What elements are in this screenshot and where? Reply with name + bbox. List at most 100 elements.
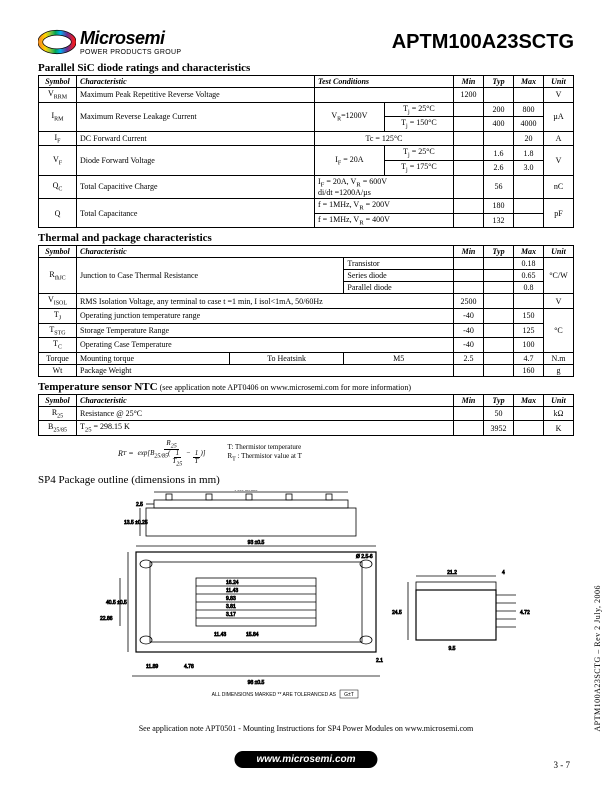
cell: 2.5 (454, 352, 484, 364)
row-tj: TJ Operating junction temperature range … (39, 308, 574, 323)
section-title-thermal: Thermal and package characteristics (38, 232, 574, 244)
row-torque: Torque Mounting torque To Heatsink M5 2.… (39, 352, 574, 364)
footer-url: www.microsemi.com (234, 751, 377, 768)
cell: Wt (39, 364, 77, 376)
cell: Resistance @ 25°C (77, 406, 454, 421)
th: Symbol (39, 394, 77, 406)
svg-text:3.81: 3.81 (226, 604, 236, 610)
cell: -40 (454, 338, 484, 353)
th-conditions: Test Conditions (314, 76, 453, 88)
th-characteristic: Characteristic (77, 76, 315, 88)
cell: Total Capacitance (77, 199, 315, 228)
cell: 800 (514, 102, 544, 117)
cell: IF = 20A (314, 146, 384, 175)
svg-text:24.5: 24.5 (392, 610, 402, 616)
th: Max (514, 246, 544, 258)
cell (454, 199, 484, 214)
svg-text:40.5 ±0.5: 40.5 ±0.5 (106, 600, 127, 606)
part-number: APTM100A23SCTG (392, 31, 574, 54)
svg-text:4: 4 (502, 570, 505, 576)
table-ntc: Symbol Characteristic Min Typ Max Unit R… (38, 394, 574, 436)
cell: 3.0 (514, 160, 544, 175)
row-b: B25/85 T25 = 298.15 K 3952 K (39, 421, 574, 436)
cell: 1.8 (514, 146, 544, 161)
row-vf-a: VF Diode Forward Voltage IF = 20A Tj = 2… (39, 146, 574, 161)
page-header: Microsemi POWER PRODUCTS GROUP APTM100A2… (38, 28, 574, 56)
cell: 125 (514, 323, 544, 338)
th: Typ (484, 246, 514, 258)
logo: Microsemi POWER PRODUCTS GROUP (38, 28, 181, 56)
svg-text:9.5: 9.5 (449, 646, 456, 652)
cell: Transistor (344, 258, 454, 270)
cell: Package Weight (77, 364, 454, 376)
th: Unit (544, 246, 574, 258)
section-title-ntc: Temperature sensor NTC (see application … (38, 381, 574, 393)
side-revision: APTM100A23SCTG – Rev 2 July, 2006 (593, 585, 602, 732)
cell (514, 213, 544, 228)
th: Unit (544, 394, 574, 406)
cell: 56 (484, 175, 514, 199)
section-title-diode: Parallel SiC diode ratings and character… (38, 62, 574, 74)
logo-tagline: POWER PRODUCTS GROUP (80, 49, 181, 56)
cell (314, 88, 453, 103)
formula-legend: T: Thermistor temperature RT : Thermisto… (228, 443, 302, 464)
cell (454, 117, 484, 132)
svg-text:11.43: 11.43 (226, 588, 238, 594)
row-if: IF DC Forward Current Tc = 125°C 20 A (39, 131, 574, 146)
cell (484, 131, 514, 146)
cell: Maximum Peak Repetitive Reverse Voltage (77, 88, 315, 103)
cell (454, 175, 484, 199)
table-header-row: Symbol Characteristic Min Typ Max Unit (39, 394, 574, 406)
th: Characteristic (77, 246, 454, 258)
cell (454, 131, 484, 146)
cell: Maximum Reverse Leakage Current (77, 102, 315, 131)
cell: Storage Temperature Range (77, 323, 454, 338)
cell: T25 = 298.15 K (77, 421, 454, 436)
cell: To Heatsink (229, 352, 344, 364)
cell: 2500 (454, 294, 484, 309)
cell: 160 (514, 364, 544, 376)
cell: Series diode (344, 270, 454, 282)
cell (454, 160, 484, 175)
th-typ: Typ (484, 76, 514, 88)
cell (484, 88, 514, 103)
svg-text:9.83: 9.83 (226, 596, 236, 602)
footnote: See application note APT0501 - Mounting … (38, 724, 574, 733)
cell: kΩ (544, 406, 574, 421)
cell: Tj = 25°C (384, 102, 453, 117)
cell: Diode Forward Voltage (77, 146, 315, 175)
table-thermal: Symbol Characteristic Min Typ Max Unit R… (38, 245, 574, 376)
th: Typ (484, 394, 514, 406)
cell: µA (544, 102, 574, 131)
cell: Parallel diode (344, 282, 454, 294)
svg-text:78.5 ±0.25: 78.5 ±0.25 (234, 490, 258, 492)
cell: V (544, 146, 574, 175)
cell (454, 213, 484, 228)
th-symbol: Symbol (39, 76, 77, 88)
cell: VR=1200V (314, 102, 384, 131)
row-qc: QC Total Capacitive Charge IF = 20A, VR … (39, 175, 574, 199)
page-number: 3 - 7 (554, 760, 571, 770)
cell: f = 1MHz, VR = 400V (314, 213, 453, 228)
svg-text:11.43: 11.43 (214, 632, 226, 638)
cell: pF (544, 199, 574, 228)
logo-name: Microsemi (80, 28, 181, 49)
package-drawing: 78.5 ±0.25 2.5 13.5 ±0.25 16.24 11.43 9.… (76, 490, 536, 720)
svg-text:3.17: 3.17 (226, 612, 236, 618)
cell: V (544, 294, 574, 309)
cell: Tj = 175°C (384, 160, 453, 175)
cell: °C/W (544, 258, 574, 294)
svg-text:98 ±0.5: 98 ±0.5 (248, 680, 265, 686)
th-max: Max (514, 76, 544, 88)
cell: 180 (484, 199, 514, 214)
cell: 4000 (514, 117, 544, 132)
cell: Tc = 125°C (314, 131, 453, 146)
section-title-package: SP4 Package outline (dimensions in mm) (38, 474, 574, 486)
cell (514, 175, 544, 199)
cell: K (544, 421, 574, 436)
cell: nC (544, 175, 574, 199)
row-rthjc-1: RthJC Junction to Case Thermal Resistanc… (39, 258, 574, 270)
row-tc: TC Operating Case Temperature -40100 (39, 338, 574, 353)
cell: Operating junction temperature range (77, 308, 454, 323)
cell: 100 (514, 338, 544, 353)
